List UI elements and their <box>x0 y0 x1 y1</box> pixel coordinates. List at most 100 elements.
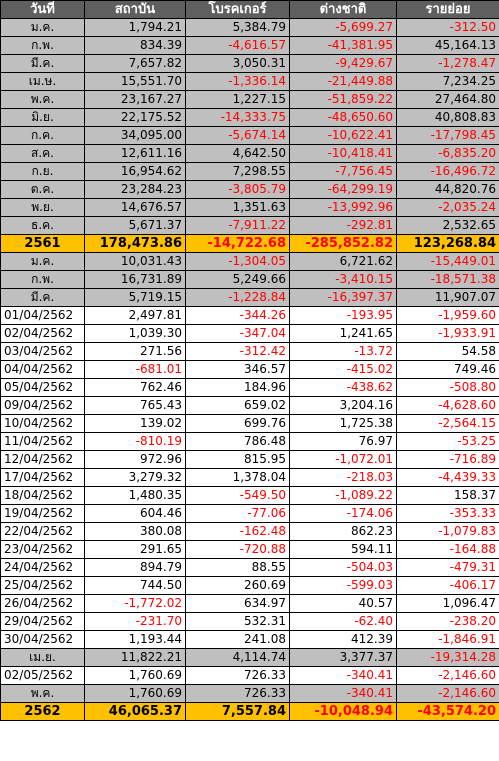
institution-cell: 1,760.69 <box>84 666 186 685</box>
table-row: 02/05/2562 1,760.69 726.33 -340.41 -2,146.60 <box>0 666 499 685</box>
date-cell: 05/04/2562 <box>0 378 85 397</box>
table-row: 04/04/2562 -681.01 346.57 -415.02 749.46 <box>0 360 499 379</box>
table-row: 09/04/2562 765.43 659.02 3,204.16 -4,628.60 <box>0 396 499 415</box>
date-cell: ม.ค. <box>0 252 85 271</box>
date-cell: ก.พ. <box>0 36 85 55</box>
foreign-cell: -13,992.96 <box>289 198 397 217</box>
month-row: ก.ค. 34,095.00 -5,674.14 -10,622.41 -17,798.… <box>0 126 499 145</box>
broker-cell: 726.33 <box>185 666 290 685</box>
retail-cell: -406.17 <box>396 576 499 595</box>
institution-cell: 11,822.21 <box>84 648 186 667</box>
retail-cell: 45,164.13 <box>396 36 499 55</box>
col-header-retail: รายย่อย <box>396 0 499 19</box>
broker-cell: 726.33 <box>185 684 290 703</box>
broker-cell: -5,674.14 <box>185 126 290 145</box>
broker-cell: 4,114.74 <box>185 648 290 667</box>
institution-cell: 380.08 <box>84 522 186 541</box>
date-cell: ก.พ. <box>0 270 85 289</box>
date-cell: 18/04/2562 <box>0 486 85 505</box>
foreign-cell: -64,299.19 <box>289 180 397 199</box>
col-header-date: วันที่ <box>0 0 85 19</box>
foreign-cell: -41,381.95 <box>289 36 397 55</box>
foreign-cell: -504.03 <box>289 558 397 577</box>
date-cell: 12/04/2562 <box>0 450 85 469</box>
broker-cell: -4,616.57 <box>185 36 290 55</box>
institution-cell: 1,039.30 <box>84 324 186 343</box>
table-row: 12/04/2562 972.96 815.95 -1,072.01 -716.89 <box>0 450 499 469</box>
investor-trading-table: วันที่ สถาบัน โบรคเกอร์ ต่างชาติ รายย่อย… <box>0 0 499 721</box>
institution-cell: 14,676.57 <box>84 198 186 217</box>
broker-cell: -3,805.79 <box>185 180 290 199</box>
month-row: ก.ย. 16,954.62 7,298.55 -7,756.45 -16,496.72 <box>0 162 499 181</box>
institution-cell: 1,193.44 <box>84 630 186 649</box>
retail-cell: -43,574.20 <box>396 702 499 721</box>
retail-cell: 54.58 <box>396 342 499 361</box>
institution-cell: 34,095.00 <box>84 126 186 145</box>
col-header-institution: สถาบัน <box>84 0 186 19</box>
foreign-cell: 412.39 <box>289 630 397 649</box>
table-row: 24/04/2562 894.79 88.55 -504.03 -479.31 <box>0 558 499 577</box>
institution-cell: 3,279.32 <box>84 468 186 487</box>
broker-cell: 260.69 <box>185 576 290 595</box>
retail-cell: -4,628.60 <box>396 396 499 415</box>
date-cell: พ.ค. <box>0 684 85 703</box>
institution-cell: 10,031.43 <box>84 252 186 271</box>
table-row: 03/04/2562 271.56 -312.42 -13.72 54.58 <box>0 342 499 361</box>
retail-cell: -1,278.47 <box>396 54 499 73</box>
retail-cell: -4,439.33 <box>396 468 499 487</box>
foreign-cell: -10,418.41 <box>289 144 397 163</box>
date-cell: 23/04/2562 <box>0 540 85 559</box>
month-row: เม.ย. 11,822.21 4,114.74 3,377.37 -19,314.28 <box>0 648 499 667</box>
broker-cell: 88.55 <box>185 558 290 577</box>
retail-cell: -479.31 <box>396 558 499 577</box>
month-row: ธ.ค. 5,671.37 -7,911.22 -292.81 2,532.65 <box>0 216 499 235</box>
retail-cell: 749.46 <box>396 360 499 379</box>
header-row: วันที่ สถาบัน โบรคเกอร์ ต่างชาติ รายย่อย <box>0 0 499 19</box>
date-cell: 29/04/2562 <box>0 612 85 631</box>
broker-cell: 184.96 <box>185 378 290 397</box>
retail-cell: -6,835.20 <box>396 144 499 163</box>
institution-cell: -1,772.02 <box>84 594 186 613</box>
date-cell: เม.ย. <box>0 648 85 667</box>
retail-cell: -238.20 <box>396 612 499 631</box>
foreign-cell: 594.11 <box>289 540 397 559</box>
broker-cell: 699.76 <box>185 414 290 433</box>
foreign-cell: -48,650.60 <box>289 108 397 127</box>
broker-cell: 7,557.84 <box>185 702 290 721</box>
foreign-cell: -62.40 <box>289 612 397 631</box>
broker-cell: 241.08 <box>185 630 290 649</box>
table-row: 02/04/2562 1,039.30 -347.04 1,241.65 -1,933.… <box>0 324 499 343</box>
institution-cell: 12,611.16 <box>84 144 186 163</box>
date-cell: 25/04/2562 <box>0 576 85 595</box>
table-row: 17/04/2562 3,279.32 1,378.04 -218.03 -4,439.… <box>0 468 499 487</box>
institution-cell: 16,954.62 <box>84 162 186 181</box>
foreign-cell: -340.41 <box>289 684 397 703</box>
foreign-cell: -285,852.82 <box>289 234 397 253</box>
broker-cell: -549.50 <box>185 486 290 505</box>
institution-cell: 5,719.15 <box>84 288 186 307</box>
institution-cell: 972.96 <box>84 450 186 469</box>
month-row: ก.พ. 834.39 -4,616.57 -41,381.95 45,164.13 <box>0 36 499 55</box>
date-cell: 04/04/2562 <box>0 360 85 379</box>
month-row: มิ.ย. 22,175.52 -14,333.75 -48,650.60 40,808… <box>0 108 499 127</box>
foreign-cell: 862.23 <box>289 522 397 541</box>
retail-cell: 27,464.80 <box>396 90 499 109</box>
foreign-cell: -3,410.15 <box>289 270 397 289</box>
foreign-cell: 40.57 <box>289 594 397 613</box>
month-row: พ.ค. 23,167.27 1,227.15 -51,859.22 27,464.80 <box>0 90 499 109</box>
broker-cell: -720.88 <box>185 540 290 559</box>
date-cell: 03/04/2562 <box>0 342 85 361</box>
date-cell: 09/04/2562 <box>0 396 85 415</box>
date-cell: 11/04/2562 <box>0 432 85 451</box>
date-cell: เม.ษ. <box>0 72 85 91</box>
date-cell: 19/04/2562 <box>0 504 85 523</box>
month-row: มี.ค. 7,657.82 3,050.31 -9,429.67 -1,278.47 <box>0 54 499 73</box>
retail-cell: 1,096.47 <box>396 594 499 613</box>
date-cell: 01/04/2562 <box>0 306 85 325</box>
institution-cell: 765.43 <box>84 396 186 415</box>
broker-cell: 4,642.50 <box>185 144 290 163</box>
foreign-cell: -10,048.94 <box>289 702 397 721</box>
date-cell: 22/04/2562 <box>0 522 85 541</box>
date-cell: มี.ค. <box>0 288 85 307</box>
foreign-cell: -21,449.88 <box>289 72 397 91</box>
